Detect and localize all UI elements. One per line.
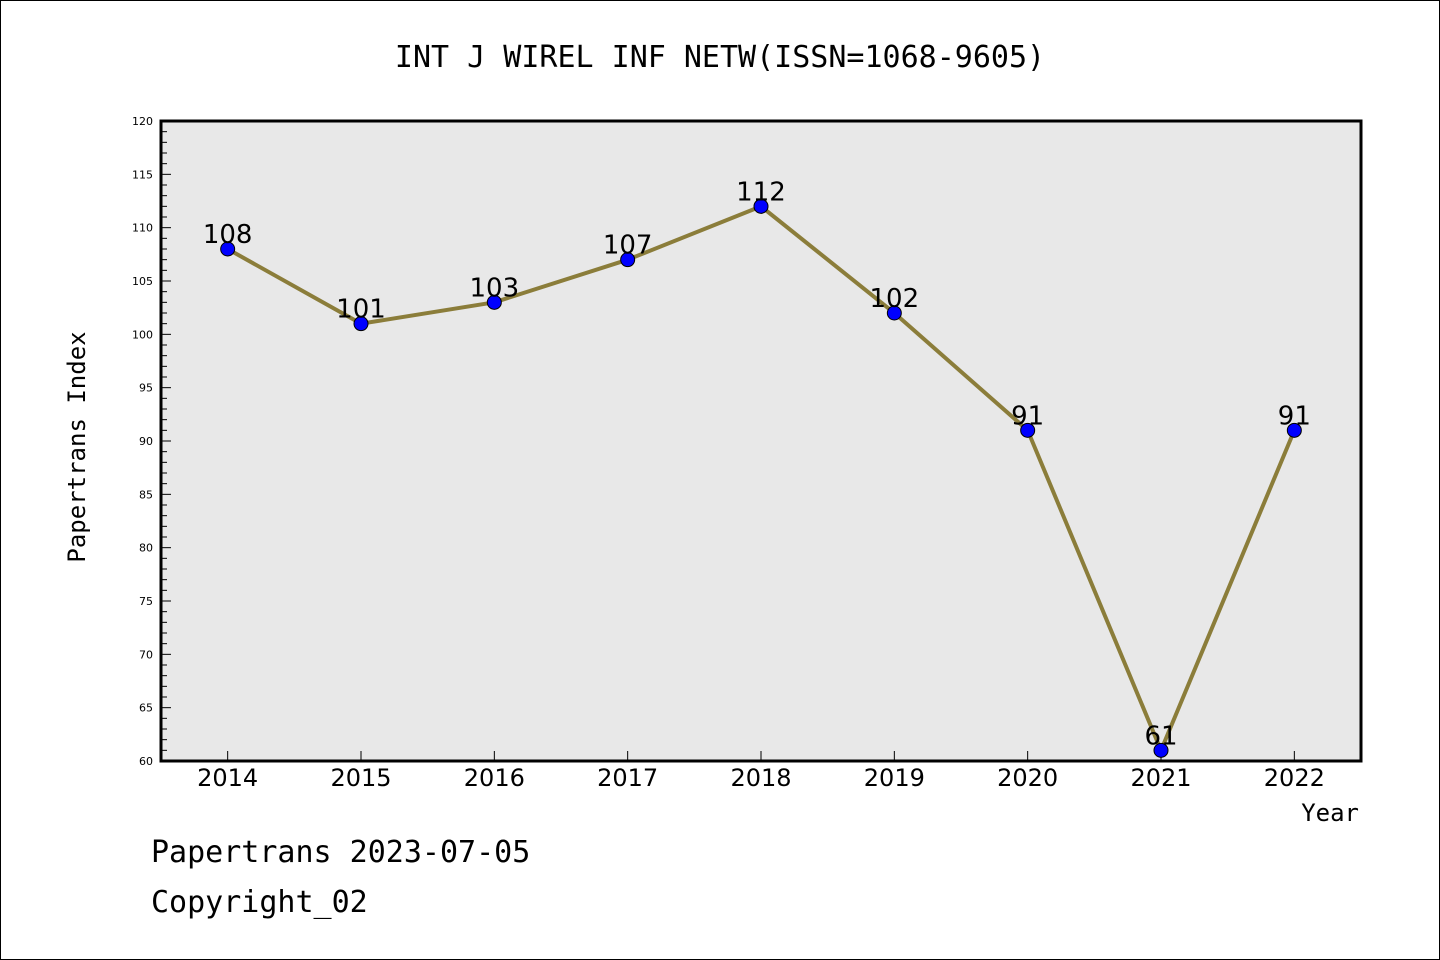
data-label: 103 (470, 273, 520, 303)
x-axis-label: Year (1301, 799, 1359, 827)
x-tick-label: 2022 (1264, 764, 1325, 792)
data-point-marker (620, 252, 636, 268)
data-point-marker (1286, 422, 1302, 438)
data-label: 108 (203, 220, 253, 250)
x-tick-label: 2015 (330, 764, 391, 792)
data-label: 91 (1011, 401, 1044, 431)
y-axis-label: Papertrans Index (63, 331, 91, 562)
data-point-marker (353, 316, 369, 332)
data-point-marker (886, 305, 902, 321)
data-label: 102 (870, 284, 920, 314)
y-tick-label: 105 (132, 275, 153, 288)
x-tick-label: 2017 (597, 764, 658, 792)
chart-title: INT J WIREL INF NETW(ISSN=1068-9605) (395, 40, 1045, 75)
y-tick-label: 85 (139, 488, 153, 501)
plot-area (161, 121, 1361, 761)
x-tick-label: 2020 (997, 764, 1058, 792)
data-point-marker (220, 241, 236, 257)
data-label: 61 (1144, 721, 1177, 751)
series-markers-group (220, 198, 1302, 758)
data-point-marker (486, 294, 502, 310)
y-tick-label: 95 (139, 382, 153, 395)
data-label: 112 (736, 177, 786, 207)
y-tick-label: 70 (139, 648, 153, 661)
footer-date-line: Papertrans 2023-07-05 (151, 835, 531, 870)
y-tick-label: 115 (132, 168, 153, 181)
data-label: 91 (1278, 401, 1311, 431)
y-tick-label: 90 (139, 435, 153, 448)
data-point-marker (1153, 742, 1169, 758)
data-label: 107 (603, 231, 653, 261)
plot-border (159, 119, 1363, 763)
x-tick-label: 2019 (864, 764, 925, 792)
y-tick-label: 100 (132, 328, 153, 341)
data-label: 101 (336, 295, 386, 325)
data-labels-group: 108 101 103 107 112 102 91 61 91 (203, 177, 1311, 751)
x-axis-ticks: 2014 2015 2016 2017 2018 2019 2020 2021 2022 (197, 751, 1325, 792)
x-tick-label: 2016 (464, 764, 525, 792)
y-tick-label: 60 (139, 755, 153, 768)
y-tick-label: 120 (132, 115, 153, 128)
x-tick-label: 2018 (730, 764, 791, 792)
x-tick-label: 2014 (197, 764, 258, 792)
data-point-marker (1020, 422, 1036, 438)
y-tick-label: 110 (132, 222, 153, 235)
x-tick-label: 2021 (1130, 764, 1191, 792)
y-tick-label: 65 (139, 702, 153, 715)
y-tick-label: 75 (139, 595, 153, 608)
y-tick-label: 80 (139, 542, 153, 555)
data-point-marker (753, 198, 769, 214)
footer-copyright-line: Copyright_02 (151, 885, 368, 920)
